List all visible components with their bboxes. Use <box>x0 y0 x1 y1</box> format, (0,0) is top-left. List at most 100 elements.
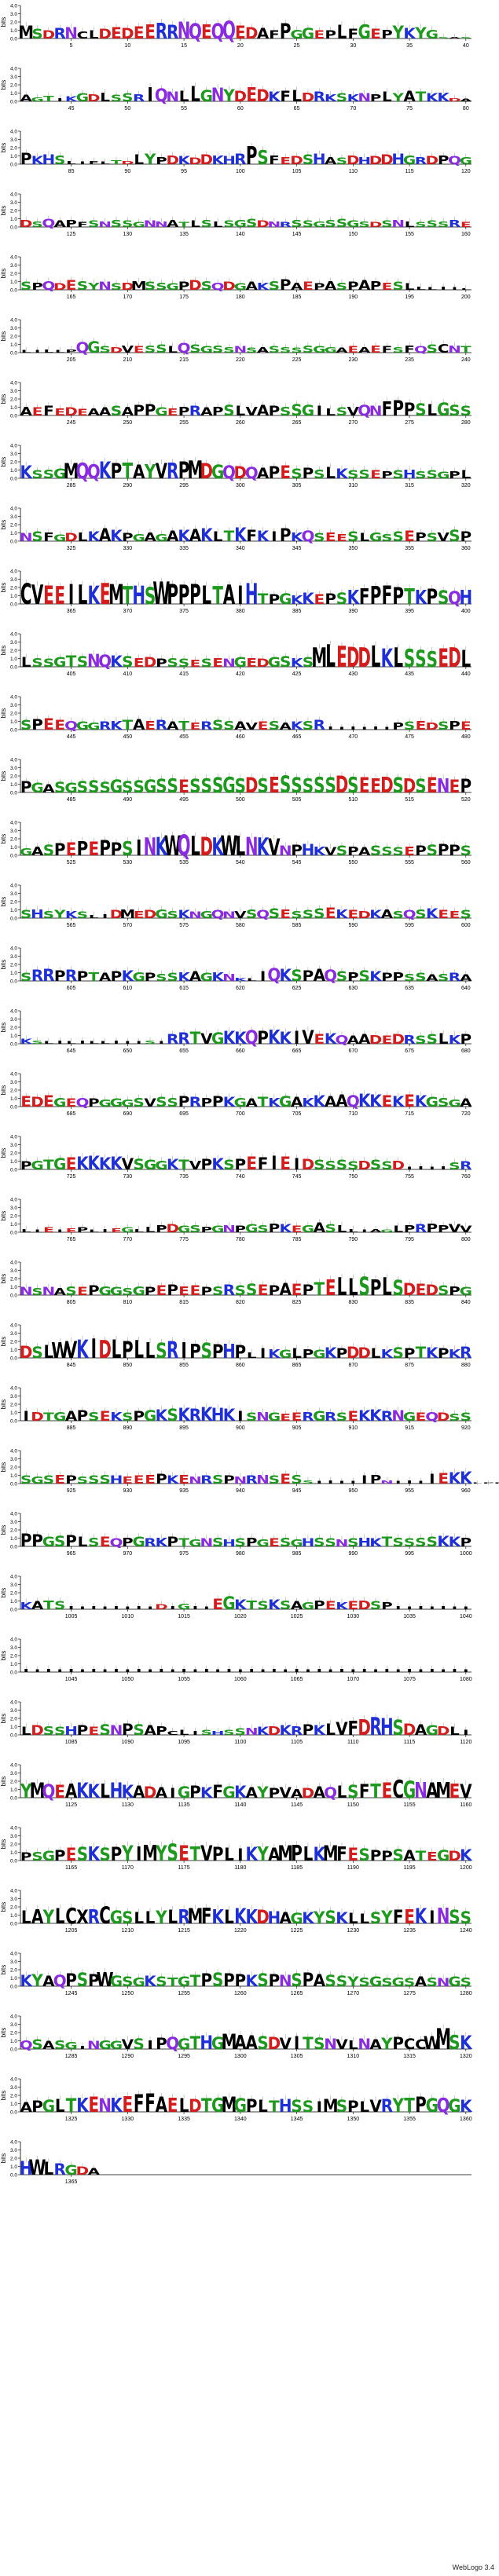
logo-letter: N <box>245 832 259 862</box>
y-tick-label: 4.0 <box>10 946 17 952</box>
y-axis-label: bits <box>0 394 7 404</box>
svg-text:Q: Q <box>448 587 461 608</box>
logo-letter: K <box>314 1844 326 1865</box>
svg-text:E: E <box>54 718 65 733</box>
x-tick-label: 410 <box>123 671 132 677</box>
svg-text:S: S <box>336 590 347 608</box>
x-tick-label: 555 <box>405 860 414 865</box>
svg-text:I: I <box>361 1230 367 1234</box>
y-axis-label: bits <box>0 206 7 215</box>
svg-text:K: K <box>415 587 428 609</box>
logo-letter: L <box>134 1909 144 1927</box>
svg-text:I: I <box>328 1670 333 1674</box>
logo-letter: I <box>260 1670 266 1674</box>
x-tick-label: 560 <box>461 860 471 865</box>
svg-text:D: D <box>234 89 248 105</box>
logo-letter: K <box>426 906 438 921</box>
logo-letter: S <box>189 1224 200 1235</box>
logo-letter: Q <box>256 909 270 921</box>
logo-letter: S <box>257 1600 268 1612</box>
logo-letter: S <box>246 218 257 230</box>
svg-text:I: I <box>91 1668 97 1674</box>
logo-letter: D <box>256 657 270 670</box>
logo-letter: T <box>201 2095 212 2117</box>
logo-letter: E <box>280 462 291 482</box>
svg-text:N: N <box>233 345 247 355</box>
logo-letter: G <box>426 1095 438 1110</box>
logo-letter: I <box>181 1337 186 1363</box>
svg-text:S: S <box>54 153 65 167</box>
logo-letter: E <box>145 1473 156 1487</box>
logo-letter: P <box>438 153 449 167</box>
logo-letter: A <box>291 1600 303 1612</box>
svg-text:G: G <box>437 470 449 481</box>
y-axis-label: bits <box>0 269 7 278</box>
logo-letter: K <box>369 1537 382 1550</box>
logo-letter: Q <box>189 19 202 44</box>
logo-letter: Q <box>87 461 101 484</box>
logo-letter: S <box>460 1975 471 1989</box>
svg-text:S: S <box>347 529 358 544</box>
logo-letter: R <box>223 1283 236 1299</box>
logo-letter: E <box>178 1841 189 1866</box>
svg-text:S: S <box>325 218 336 229</box>
svg-text:D: D <box>234 463 248 483</box>
svg-text:G: G <box>110 776 123 796</box>
svg-text:L: L <box>89 1041 99 1045</box>
svg-text:N: N <box>144 219 157 229</box>
logo-letter: V <box>325 846 337 858</box>
logo-letter: Q <box>155 85 168 105</box>
svg-text:S: S <box>427 646 438 672</box>
svg-text:S: S <box>393 346 404 355</box>
svg-text:K: K <box>358 1090 372 1111</box>
svg-text:H: H <box>302 841 315 859</box>
y-axis-label: bits <box>0 1023 7 1032</box>
logo-letter: L <box>21 1725 31 1738</box>
svg-text:E: E <box>280 1153 291 1173</box>
x-tick-label: 725 <box>67 1174 76 1180</box>
svg-text:P: P <box>212 1844 224 1865</box>
logo-letter: A <box>314 1220 326 1235</box>
logo-row-961: bits 0.0 1.0 2.0 3.0 4.0 P P G S P L S E Q P G R K P T G N S H S P… <box>0 1508 499 1571</box>
y-tick-label: 4.0 <box>10 192 17 198</box>
y-tick-label: 2.0 <box>10 1403 17 1408</box>
x-tick-label: 390 <box>348 609 358 614</box>
x-tick-label: 1095 <box>178 1740 190 1745</box>
logo-letter: W <box>97 1969 114 1992</box>
x-tick-label: 1050 <box>122 1677 134 1682</box>
svg-text:G: G <box>460 156 472 166</box>
svg-text:I: I <box>418 1605 424 1611</box>
svg-text:S: S <box>415 221 426 229</box>
logo-letter: G <box>98 2038 111 2052</box>
svg-text:I: I <box>361 1474 367 1487</box>
logo-letter: S <box>314 532 325 544</box>
x-tick-label: 1040 <box>460 1614 472 1619</box>
svg-text:P: P <box>77 1723 89 1738</box>
x-tick-label: 1190 <box>347 1865 359 1871</box>
svg-text:K: K <box>325 1031 338 1048</box>
x-tick-label: 70 <box>350 106 356 112</box>
logo-letter: Y <box>313 1908 326 1928</box>
logo-letter: P <box>145 971 156 984</box>
y-axis-label: bits <box>0 2091 7 2100</box>
svg-text:E: E <box>145 719 156 733</box>
logo-letter: E <box>370 775 381 798</box>
x-tick-label: 675 <box>405 1048 414 1054</box>
logo-row-241: bits 0.0 1.0 2.0 3.0 4.0 A E F E D E A A S A P P G E P R A P S L V… <box>0 377 499 440</box>
y-tick-label: 2.0 <box>10 146 17 152</box>
logo-letter: G <box>53 467 66 481</box>
logo-letter: K <box>178 155 190 167</box>
logo-letter: D <box>245 24 259 42</box>
logo-letter: K <box>110 719 123 733</box>
logo-letter: K <box>268 1096 281 1110</box>
x-tick-label: 900 <box>236 1425 245 1431</box>
logo-letter: M <box>142 1840 158 1866</box>
logo-letter: G <box>268 1411 281 1424</box>
logo-letter: K <box>156 1407 168 1425</box>
logo-letter: A <box>280 1280 292 1300</box>
logo-letter: I <box>260 969 266 984</box>
svg-text:E: E <box>66 1097 77 1110</box>
logo-letter: G <box>133 970 145 984</box>
logo-letter: P <box>156 1472 167 1487</box>
